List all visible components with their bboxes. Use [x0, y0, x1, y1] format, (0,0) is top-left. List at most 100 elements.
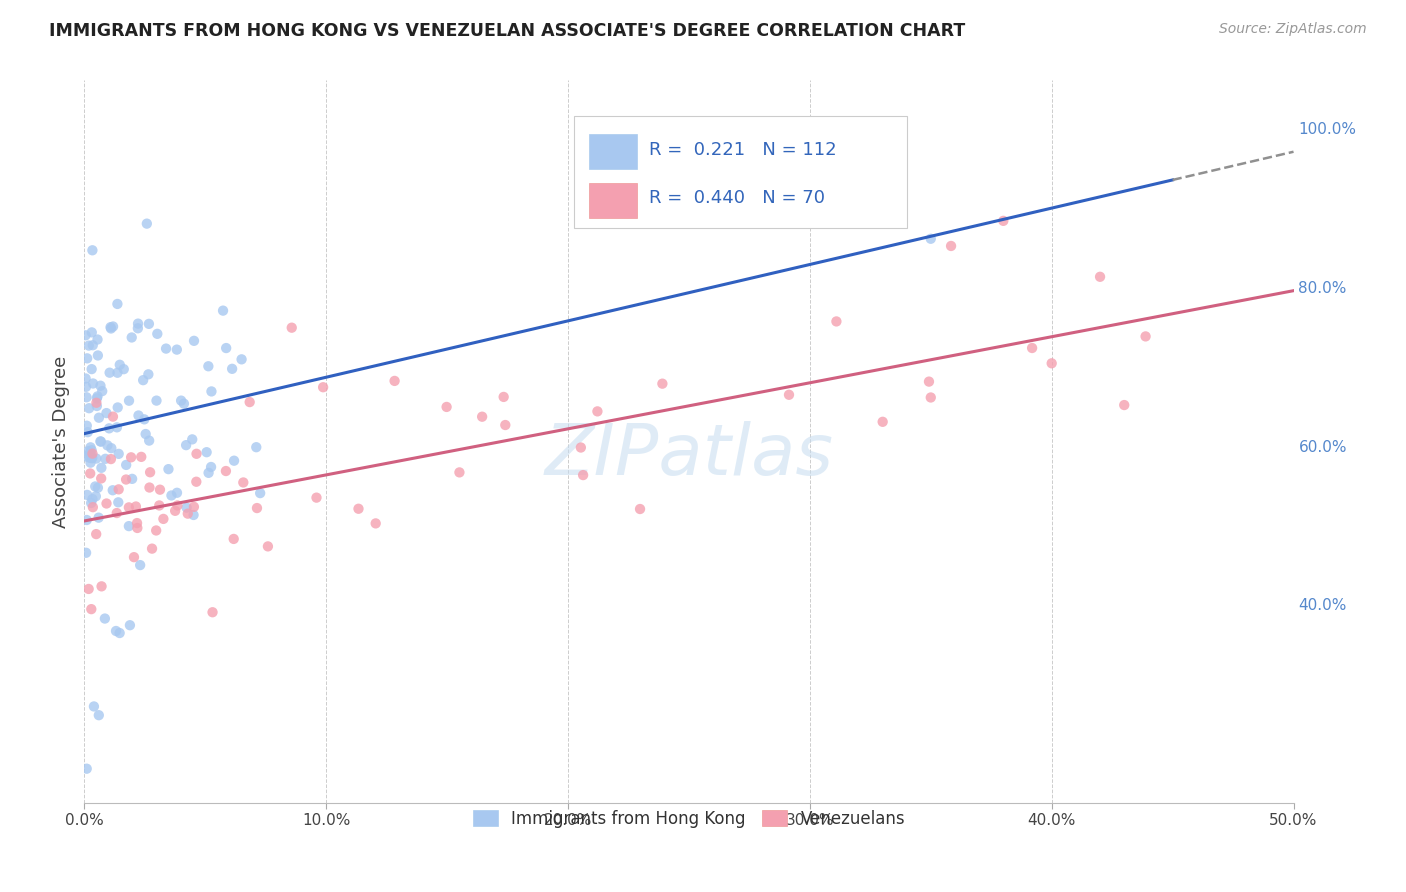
Point [436, 400, 458, 414]
Point [160, 488, 183, 502]
Point [138, 434, 160, 448]
Point [939, 239, 962, 253]
Point [80, 362, 103, 376]
Point [280, 320, 302, 334]
Point [166, 499, 188, 513]
FancyBboxPatch shape [589, 135, 637, 169]
Point [221, 361, 243, 376]
Point [245, 440, 267, 454]
Point [100, 321, 122, 335]
Point [107, 495, 129, 509]
Point [94, 611, 117, 625]
Point [87, 708, 110, 723]
Point [76, 425, 98, 439]
Point [157, 462, 180, 476]
Point [96, 406, 118, 420]
Point [108, 358, 131, 372]
Point [231, 352, 253, 367]
Point [76, 390, 98, 404]
Point [101, 409, 124, 424]
FancyBboxPatch shape [589, 183, 637, 218]
Point [75, 450, 97, 464]
Point [918, 375, 941, 389]
Point [872, 415, 894, 429]
Point [127, 321, 149, 335]
Point [77, 444, 100, 458]
Point [586, 404, 609, 418]
Point [312, 380, 335, 394]
Point [149, 483, 172, 497]
Point [492, 390, 515, 404]
Point [83, 699, 105, 714]
Point [364, 516, 387, 531]
Point [200, 460, 222, 475]
Point [107, 297, 129, 311]
Point [122, 550, 145, 565]
Point [105, 624, 128, 638]
Point [96, 438, 118, 452]
Point [129, 558, 152, 573]
Point [80, 496, 103, 510]
Point [173, 397, 195, 411]
Point [257, 540, 280, 554]
Point [86, 451, 108, 466]
Point [181, 433, 204, 447]
Point [75, 546, 97, 560]
Point [145, 393, 167, 408]
Point [75, 328, 97, 343]
Point [87, 510, 110, 524]
Point [347, 501, 370, 516]
Point [82, 492, 104, 507]
Point [75, 371, 97, 385]
Point [246, 501, 269, 516]
Point [121, 472, 143, 486]
Point [79, 450, 101, 465]
Point [155, 342, 177, 356]
Point [125, 500, 148, 514]
Point [87, 481, 110, 495]
Point [77, 338, 100, 352]
Point [183, 508, 205, 522]
Point [90, 434, 112, 449]
Point [105, 420, 128, 434]
Point [91, 384, 114, 398]
Point [177, 507, 200, 521]
Point [86, 396, 108, 410]
Point [112, 362, 135, 376]
Point [115, 458, 138, 472]
Point [197, 359, 219, 374]
Point [145, 524, 167, 538]
Point [127, 409, 149, 423]
Point [79, 446, 101, 460]
Point [183, 334, 205, 348]
Point [166, 343, 188, 357]
Point [201, 605, 224, 619]
Point [105, 506, 128, 520]
Point [825, 314, 848, 328]
Point [138, 481, 160, 495]
Point [96, 496, 118, 510]
Point [84, 489, 107, 503]
Point [76, 488, 98, 502]
Point [127, 317, 149, 331]
Point [146, 326, 169, 341]
Point [118, 618, 141, 632]
Point [1135, 329, 1157, 343]
Point [186, 447, 208, 461]
Point [174, 438, 197, 452]
Point [75, 380, 97, 394]
Point [215, 341, 238, 355]
Point [628, 502, 651, 516]
Point [120, 450, 142, 465]
FancyBboxPatch shape [574, 116, 907, 228]
Point [94, 451, 117, 466]
Point [80, 326, 103, 340]
Point [82, 338, 104, 352]
Point [86, 389, 108, 403]
Point [82, 450, 104, 465]
Point [115, 473, 138, 487]
Point [82, 376, 104, 391]
Point [87, 349, 110, 363]
Point [89, 378, 111, 392]
Point [165, 504, 187, 518]
